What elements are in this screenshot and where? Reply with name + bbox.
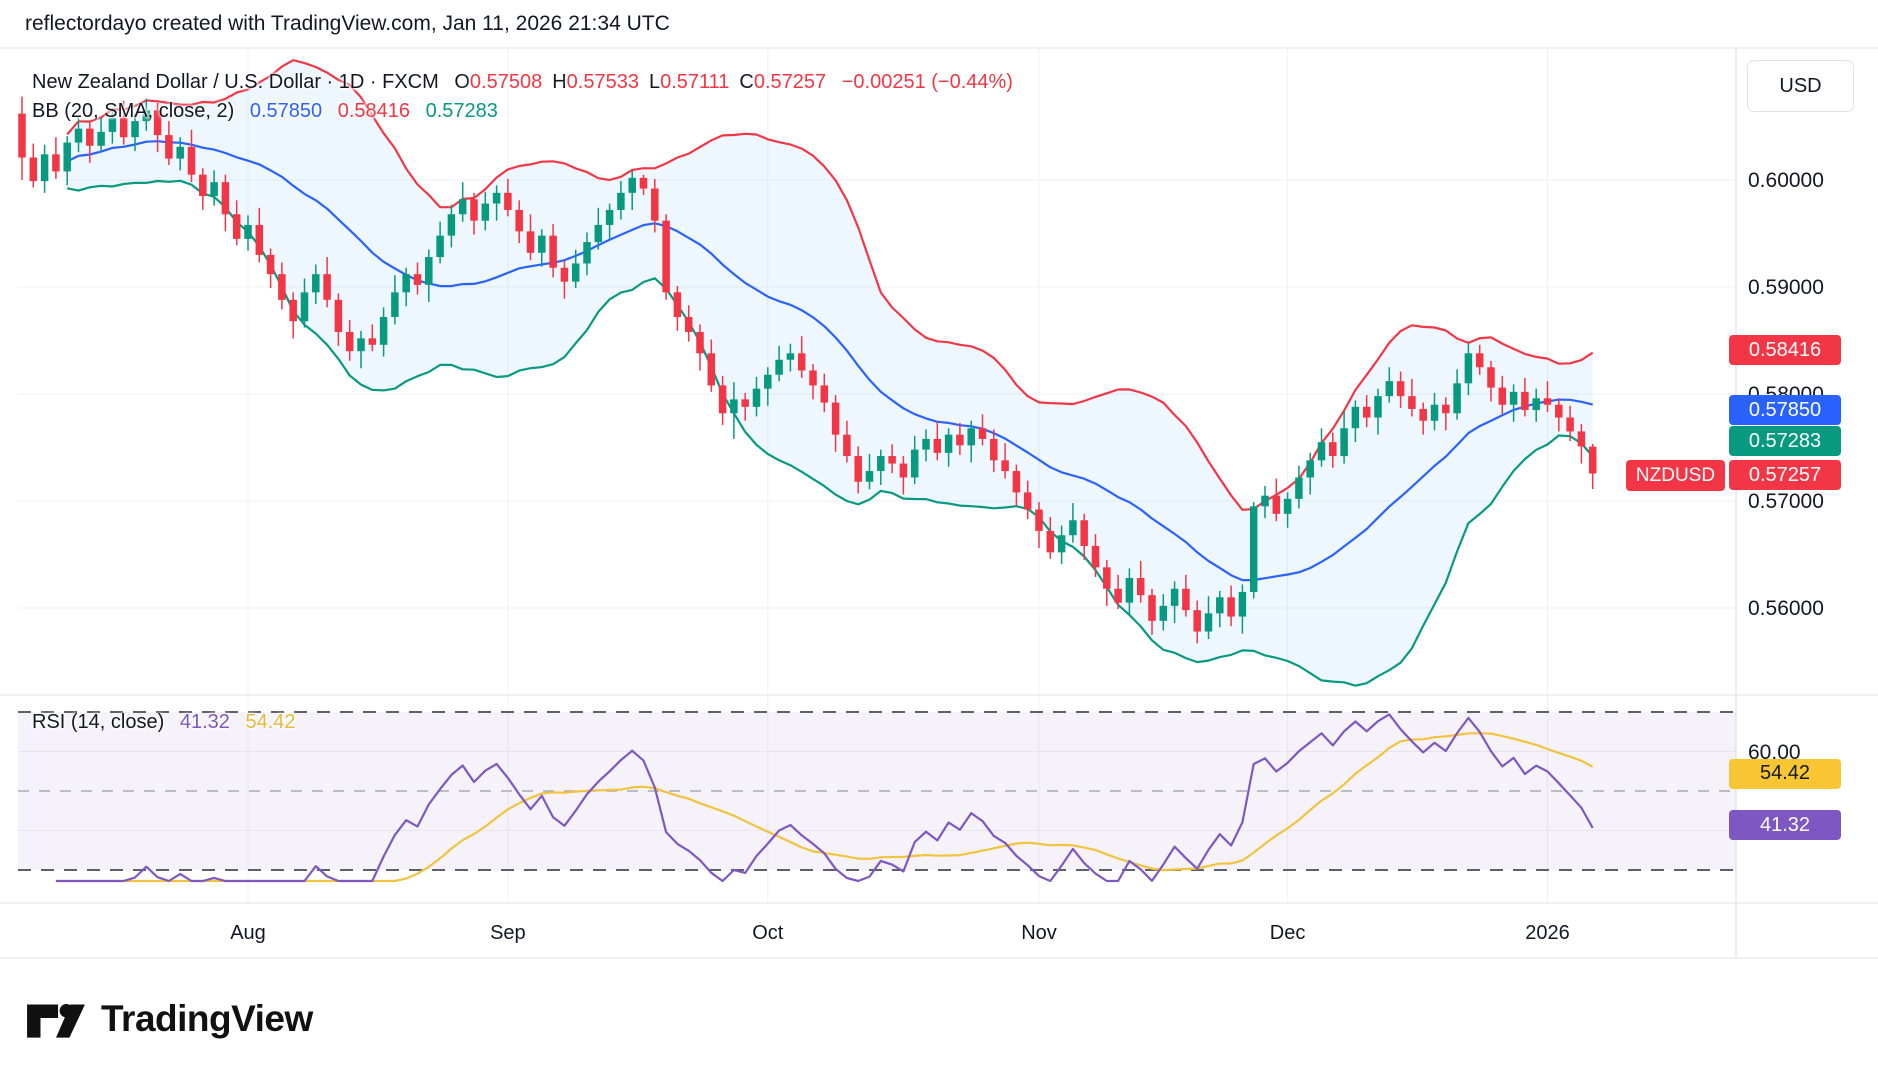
price-label: 0.58416: [1729, 335, 1841, 365]
time-tick: Aug: [230, 922, 266, 944]
rsi-legend[interactable]: RSI (14, close) 41.32 54.42: [32, 711, 296, 734]
ohlc-key: O: [454, 71, 470, 93]
brand-name: TradingView: [101, 998, 313, 1039]
time-tick: Nov: [1021, 922, 1057, 944]
rsi-value: 41.32: [179, 711, 230, 733]
price-label: 0.57283: [1729, 426, 1841, 456]
rsi-tick: 60.00: [1748, 740, 1801, 764]
time-tick: Dec: [1269, 922, 1306, 944]
ohlc-key: H: [552, 71, 567, 93]
ohlc-values: O0.57508 H0.57533 L0.57111 C0.57257: [444, 71, 826, 93]
ohlc-value: 0.57508: [469, 71, 543, 93]
bb-basis-value: 0.57850: [249, 100, 323, 122]
bb-lower-value: 0.57283: [425, 100, 498, 122]
ohlc-value: 0.57533: [566, 71, 639, 93]
price-label: 0.57257: [1729, 460, 1841, 490]
symbol-price-tag: NZDUSD: [1626, 460, 1725, 491]
price-tick: 0.56000: [1748, 597, 1824, 620]
time-tick: Sep: [490, 922, 526, 944]
attribution-text: reflectordayo created with TradingView.c…: [25, 12, 670, 35]
symbol-legend[interactable]: New Zealand Dollar / U.S. Dollar · 1D · …: [32, 71, 1013, 94]
ohlc-value: 0.57111: [660, 71, 730, 93]
price-tick: 0.60000: [1748, 169, 1824, 192]
time-tick: 2026: [1525, 922, 1570, 944]
ohlc-value: 0.57257: [753, 71, 827, 93]
currency-label: USD: [1779, 74, 1822, 97]
bb-legend[interactable]: BB (20, SMA, close, 2) 0.57850 0.58416 0…: [32, 100, 498, 123]
ohlc-key: C: [739, 71, 754, 93]
rsi-label: 41.32: [1729, 810, 1841, 841]
change-value: −0.00251 (−0.44%): [841, 71, 1013, 93]
price-label: 0.57850: [1729, 395, 1841, 425]
bb-label: BB (20, SMA, close, 2): [32, 100, 235, 122]
chart-canvas[interactable]: [0, 0, 1878, 962]
currency-selector[interactable]: USD: [1747, 60, 1854, 112]
symbol-title: New Zealand Dollar / U.S. Dollar · 1D · …: [32, 71, 439, 93]
rsi-ma-value: 54.42: [245, 711, 296, 733]
footer-brand: TradingView: [25, 995, 313, 1043]
ohlc-key: L: [648, 71, 661, 93]
time-tick: Oct: [752, 922, 784, 944]
rsi-label: 54.42: [1729, 758, 1841, 789]
price-tick: 0.57000: [1748, 490, 1824, 513]
tradingview-logo-icon: [27, 1004, 85, 1038]
rsi-label: RSI (14, close): [32, 711, 165, 733]
symbol-tag-label: NZDUSD: [1635, 464, 1716, 486]
price-tick: 0.59000: [1748, 276, 1824, 299]
bb-upper-value: 0.58416: [337, 100, 411, 122]
